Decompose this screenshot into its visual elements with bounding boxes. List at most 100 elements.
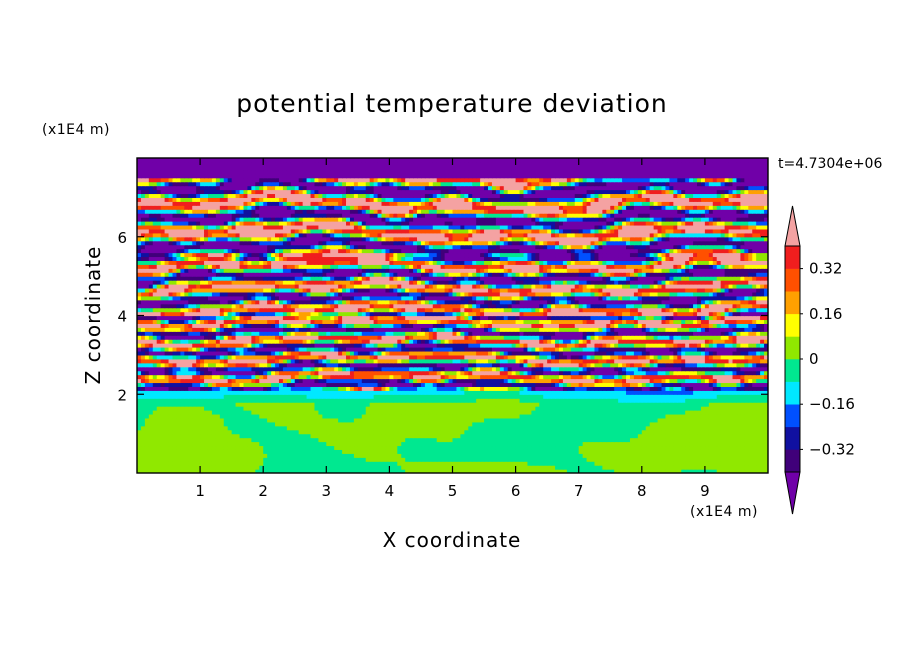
field-cell [353, 421, 359, 427]
field-cell [673, 425, 678, 431]
field-cell [334, 370, 339, 376]
field-cell [740, 433, 745, 439]
field-cell [334, 465, 339, 470]
field-cell [302, 425, 308, 431]
field-cell [472, 374, 477, 380]
field-cell [334, 398, 339, 403]
field-cell [211, 382, 217, 387]
field-cell [515, 449, 521, 454]
field-cell [712, 429, 718, 435]
field-cell [247, 354, 252, 360]
field-cell [440, 378, 446, 384]
field-cell [685, 406, 690, 411]
field-cell [282, 417, 288, 423]
field-cell [239, 437, 245, 443]
field-cell [373, 433, 379, 439]
field-cell [594, 402, 600, 407]
field-cell [267, 425, 272, 431]
field-cell [361, 350, 367, 356]
field-cell [282, 378, 288, 384]
field-cell [641, 429, 647, 435]
field-cell [172, 437, 178, 443]
field-cell [271, 413, 276, 419]
field-cell [148, 378, 154, 384]
field-cell [539, 421, 544, 427]
field-cell [685, 362, 690, 368]
field-cell [681, 374, 686, 380]
field-cell [523, 394, 529, 399]
field-cell [673, 362, 678, 368]
field-cell [357, 370, 363, 376]
field-cell [456, 433, 461, 439]
field-cell [192, 394, 197, 399]
field-cell [215, 347, 221, 352]
field-cell [330, 354, 335, 360]
field-cell [306, 429, 312, 435]
field-cell [689, 386, 694, 391]
field-cell [570, 378, 576, 384]
field-cell [760, 386, 765, 391]
field-cell [657, 410, 663, 415]
field-cell [657, 437, 663, 443]
field-cell [267, 378, 272, 384]
field-cell [188, 413, 193, 419]
field-cell [484, 449, 489, 454]
field-cell [227, 425, 233, 431]
field-cell [641, 445, 647, 450]
field-cell [310, 469, 316, 473]
field-cell [594, 421, 600, 427]
field-cell [566, 441, 572, 447]
field-cell [622, 350, 627, 356]
field-cell [282, 354, 288, 360]
field-cell [326, 354, 331, 360]
field-cell [353, 358, 359, 364]
field-cell [424, 402, 430, 407]
field-cell [286, 402, 292, 407]
field-cell [409, 398, 414, 403]
field-cell [326, 394, 331, 399]
field-cell [164, 362, 170, 368]
field-cell [432, 354, 438, 360]
field-cell [645, 382, 651, 387]
field-cell [570, 453, 576, 458]
field-cell [704, 465, 710, 470]
field-cell [152, 457, 158, 462]
field-cell [361, 465, 367, 470]
field-cell [626, 457, 631, 462]
field-cell [681, 457, 686, 462]
field-cell [286, 437, 292, 443]
field-cell [361, 425, 367, 431]
field-cell [444, 453, 450, 458]
field-cell [243, 413, 249, 419]
field-cell [318, 433, 323, 439]
field-cell [748, 425, 753, 431]
field-cell [326, 406, 331, 411]
field-cell [243, 445, 249, 450]
field-cell [397, 370, 402, 376]
field-cell [282, 465, 288, 470]
field-cell [578, 370, 584, 376]
field-cell [263, 347, 268, 352]
field-cell [551, 453, 556, 458]
field-cell [140, 382, 146, 387]
field-cell [204, 453, 209, 458]
field-cell [594, 425, 600, 431]
field-cell [275, 445, 280, 450]
field-cell [176, 382, 181, 387]
field-cell [748, 398, 753, 403]
field-cell [547, 441, 552, 447]
field-cell [428, 437, 434, 443]
field-cell [196, 370, 201, 376]
field-cell [176, 394, 181, 399]
field-cell [558, 417, 564, 423]
field-cell [290, 465, 296, 470]
field-cell [393, 445, 398, 450]
field-cell [661, 358, 667, 364]
field-cell [499, 445, 505, 450]
field-cell [629, 445, 635, 450]
field-cell [251, 425, 256, 431]
field-cell [515, 453, 521, 458]
field-cell [223, 413, 229, 419]
field-cell [286, 445, 292, 450]
field-cell [736, 469, 741, 473]
